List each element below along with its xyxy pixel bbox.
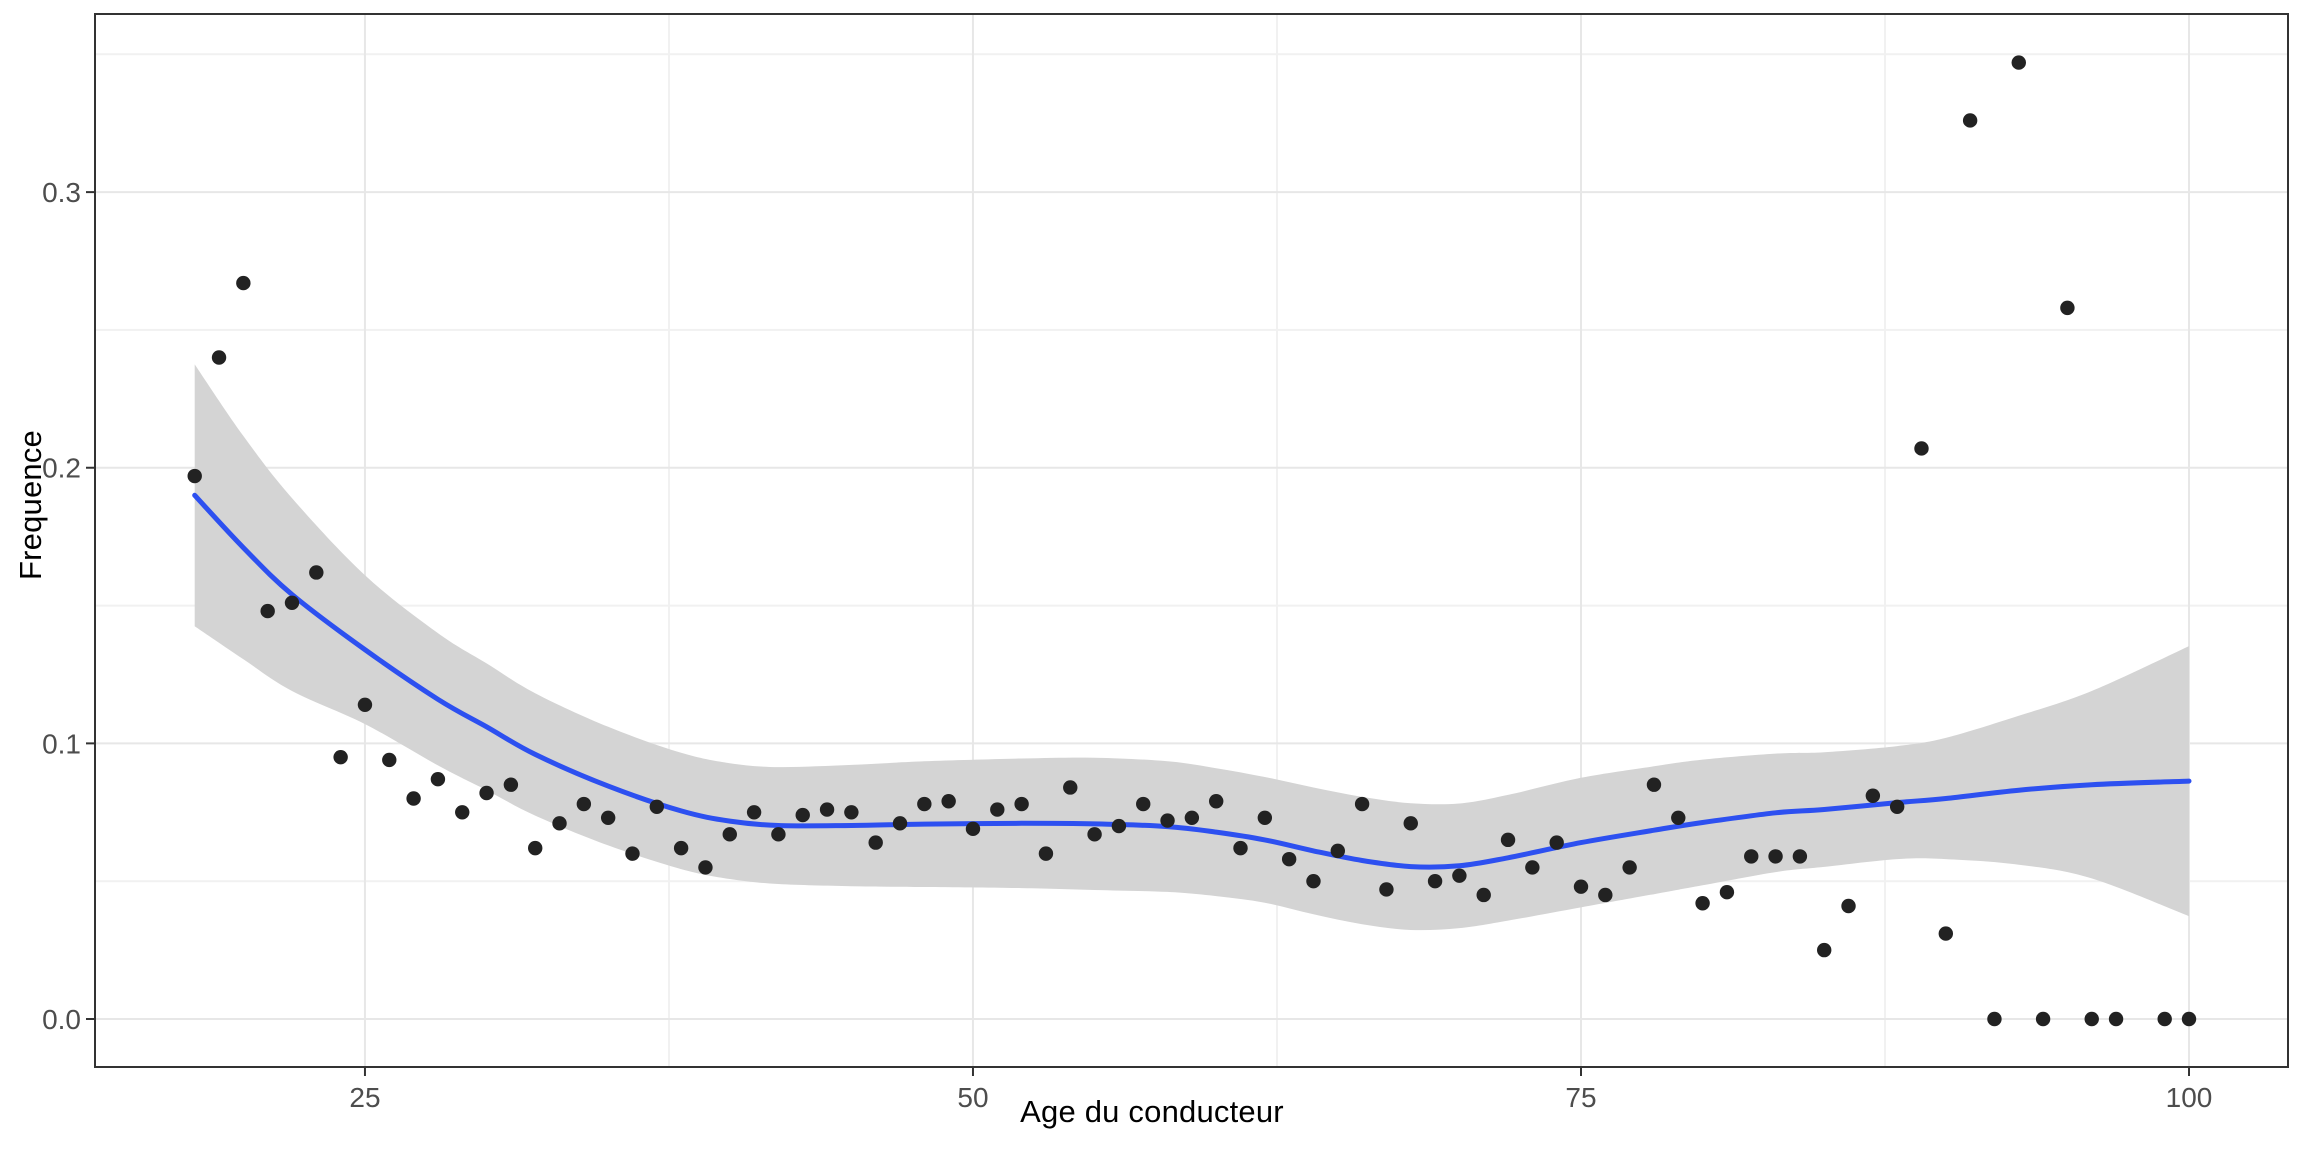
data-point <box>965 821 981 837</box>
data-point <box>1403 816 1418 831</box>
data-point <box>1306 873 1321 889</box>
data-point <box>2035 1011 2051 1027</box>
data-point <box>795 807 810 823</box>
data-point <box>1719 885 1735 900</box>
data-point <box>1792 849 1808 864</box>
data-point <box>1598 887 1613 903</box>
data-point <box>649 799 665 814</box>
y-tick-label: 0.3 <box>42 177 81 208</box>
data-point <box>479 785 494 801</box>
data-point <box>211 350 227 365</box>
data-point <box>1646 777 1662 792</box>
data-point <box>1452 868 1467 883</box>
data-point <box>1525 860 1540 875</box>
y-tick-label: 0.2 <box>42 453 81 484</box>
confidence-band <box>194 364 2190 931</box>
data-point <box>722 827 737 842</box>
data-point <box>1744 849 1759 864</box>
data-point <box>1476 887 1491 903</box>
data-point <box>771 827 786 842</box>
data-point <box>746 805 762 820</box>
data-point <box>260 603 275 619</box>
x-tick-label: 75 <box>1565 1082 1596 1113</box>
data-point <box>1695 896 1710 911</box>
smooth-trend-line <box>192 492 2192 870</box>
data-point <box>1063 780 1078 795</box>
data-point <box>1768 849 1783 864</box>
data-point <box>1987 1011 2002 1027</box>
panel-border <box>94 13 2289 1068</box>
data-point <box>1841 898 1856 914</box>
panel-background <box>95 14 2288 1067</box>
data-point <box>1379 882 1394 897</box>
data-point <box>2060 300 2075 316</box>
data-point <box>625 846 640 861</box>
y-axis-title: Frequence <box>13 429 48 581</box>
data-point <box>406 791 421 806</box>
data-point <box>1136 796 1151 812</box>
data-point <box>1111 818 1127 834</box>
data-point <box>1184 810 1200 826</box>
x-axis-title: Age du conducteur <box>1020 1094 1284 1129</box>
data-point <box>357 697 373 712</box>
data-point <box>1500 832 1516 848</box>
data-point <box>917 796 932 812</box>
data-point <box>455 805 470 820</box>
data-point <box>1914 441 1929 456</box>
data-point <box>2157 1011 2172 1027</box>
data-point <box>941 794 956 809</box>
data-point <box>1014 796 1029 812</box>
data-point <box>284 595 300 611</box>
data-point <box>1038 846 1054 861</box>
data-point <box>382 752 397 768</box>
data-point <box>1160 813 1175 828</box>
data-point <box>503 777 519 792</box>
data-point <box>309 565 324 580</box>
data-point <box>1427 873 1443 889</box>
data-point <box>1330 843 1345 859</box>
data-point <box>2084 1011 2099 1027</box>
data-point <box>552 816 567 831</box>
data-point <box>673 840 689 856</box>
data-point <box>2108 1011 2124 1027</box>
data-point <box>2011 55 2026 70</box>
y-tick-label: 0.1 <box>42 728 81 759</box>
data-point <box>1889 799 1905 814</box>
data-point <box>844 805 859 820</box>
data-point <box>1281 851 1297 867</box>
data-point <box>528 840 543 856</box>
data-point <box>868 835 883 850</box>
data-point <box>1865 788 1881 803</box>
data-point <box>600 810 616 826</box>
data-point <box>1208 794 1224 809</box>
data-point <box>1257 810 1273 826</box>
y-tick-label: 0.0 <box>42 1004 81 1035</box>
data-point <box>1622 860 1637 875</box>
data-point <box>2181 1011 2197 1027</box>
data-point <box>1817 942 1832 958</box>
data-point <box>430 772 446 787</box>
data-point <box>187 468 202 484</box>
data-point <box>576 796 592 812</box>
data-point <box>236 275 251 291</box>
data-point <box>1962 113 1978 128</box>
data-point <box>1354 796 1370 812</box>
data-point <box>1087 827 1102 842</box>
data-point <box>1573 879 1589 894</box>
data-point <box>892 816 908 831</box>
x-tick-label: 25 <box>349 1082 380 1113</box>
x-tick-label: 100 <box>2166 1082 2213 1113</box>
data-point <box>1233 840 1248 856</box>
data-point <box>1549 835 1564 850</box>
data-point <box>1671 810 1686 826</box>
data-point <box>698 860 713 875</box>
data-point <box>1938 926 1954 941</box>
data-point <box>819 802 835 817</box>
data-point <box>990 802 1005 817</box>
data-point <box>333 749 348 765</box>
x-tick-label: 50 <box>957 1082 988 1113</box>
